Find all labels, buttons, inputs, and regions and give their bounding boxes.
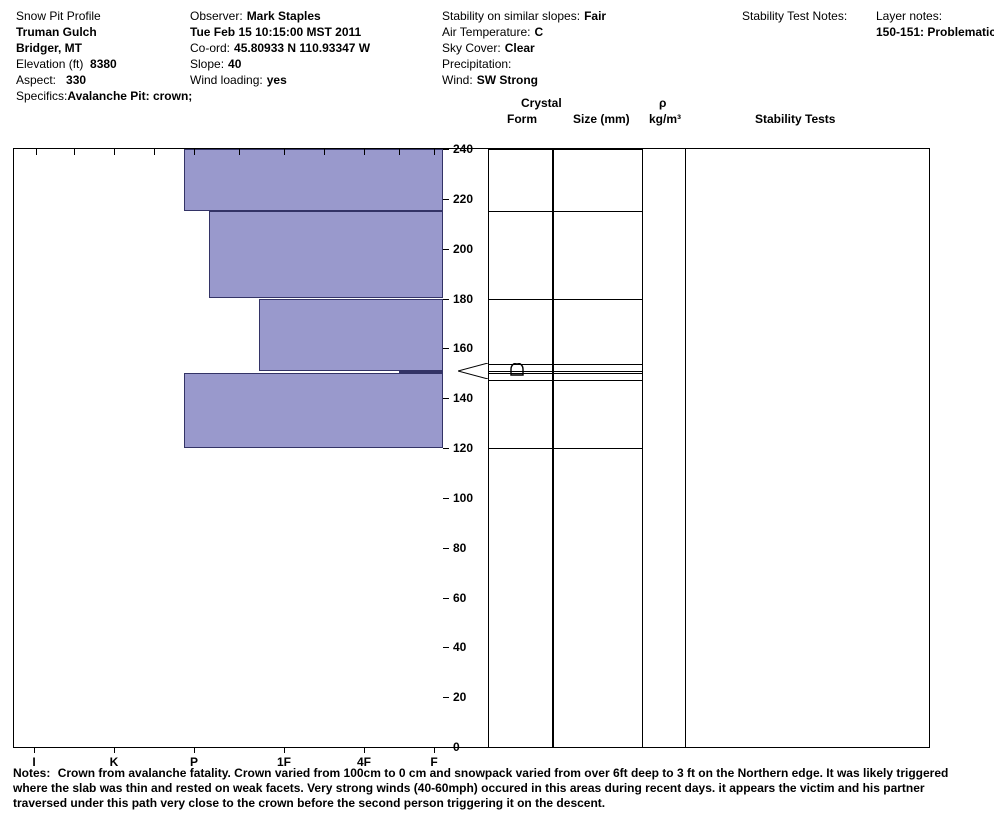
density-header-top: ρ [659, 96, 666, 110]
wind-loading-label: Wind loading: [190, 73, 263, 87]
depth-axis-label: 160 [453, 341, 473, 355]
depth-axis-label: 140 [453, 391, 473, 405]
hardness-bar [259, 299, 443, 371]
depth-axis: 020406080100120140160180200220240 [443, 148, 488, 748]
depth-axis-label: 20 [453, 690, 466, 704]
coord: 45.80933 N 110.93347 W [234, 41, 370, 55]
crystal-form-symbol [509, 363, 527, 379]
header-col-5: Layer notes: 150-151: Problematic Layer [876, 8, 994, 40]
sky-cover-label: Sky Cover: [442, 41, 501, 55]
elevation-label: Elevation (ft) [16, 57, 83, 71]
specifics: Avalanche Pit: crown; [67, 89, 192, 103]
elevation: 8380 [90, 57, 117, 71]
layer-pointer [458, 363, 488, 379]
specifics-label: Specifics: [16, 89, 67, 103]
header-col-1: Snow Pit Profile Truman Gulch Bridger, M… [16, 8, 186, 104]
air-temp-label: Air Temperature: [442, 25, 530, 39]
coord-label: Co-ord: [190, 41, 230, 55]
stability-tests-column [685, 148, 930, 748]
stability: Fair [584, 9, 606, 23]
stab-notes-label: Stability Test Notes: [742, 9, 847, 23]
observer: Mark Staples [247, 9, 321, 23]
depth-axis-label: 0 [453, 740, 460, 754]
snow-profile-chart: Crystal Form Size (mm) ρ kg/m³ Stability… [13, 128, 973, 748]
size-header: Size (mm) [573, 112, 630, 126]
density-column [643, 148, 685, 748]
slope-label: Slope: [190, 57, 224, 71]
density-header: kg/m³ [649, 112, 681, 126]
depth-axis-label: 200 [453, 242, 473, 256]
air-temp: C [534, 25, 543, 39]
notes-section: Notes: Crown from avalanche fatality. Cr… [13, 766, 968, 811]
depth-axis-label: 60 [453, 591, 466, 605]
aspect-label: Aspect: [16, 73, 56, 87]
datetime: Tue Feb 15 10:15:00 MST 2011 [190, 25, 361, 39]
slope: 40 [228, 57, 241, 71]
header: Snow Pit Profile Truman Gulch Bridger, M… [0, 0, 994, 108]
header-col-3: Stability on similar slopes: Fair Air Tem… [442, 8, 702, 88]
depth-axis-label: 100 [453, 491, 473, 505]
depth-axis-label: 40 [453, 640, 466, 654]
wind-label: Wind: [442, 73, 473, 87]
stability-label: Stability on similar slopes: [442, 9, 580, 23]
depth-axis-label: 120 [453, 441, 473, 455]
range: Bridger, MT [16, 41, 82, 55]
layer-notes-label: Layer notes: [876, 9, 942, 23]
notes-text: Crown from avalanche fatality. Crown var… [13, 766, 948, 810]
hardness-bar [184, 373, 443, 448]
location: Truman Gulch [16, 25, 97, 39]
depth-axis-label: 180 [453, 292, 473, 306]
wind-loading: yes [267, 73, 287, 87]
notes-label: Notes: [13, 766, 50, 780]
depth-axis-label: 80 [453, 541, 466, 555]
aspect: 330 [66, 73, 86, 87]
header-col-2: Observer: Mark Staples Tue Feb 15 10:15:0… [190, 8, 450, 88]
hardness-panel: IKP1F4FF [13, 148, 443, 748]
hardness-bar [209, 211, 443, 298]
depth-axis-label: 220 [453, 192, 473, 206]
profile-label: Snow Pit Profile [16, 9, 101, 23]
precip-label: Precipitation: [442, 57, 511, 71]
wind: SW Strong [477, 73, 538, 87]
observer-label: Observer: [190, 9, 243, 23]
stability-header: Stability Tests [755, 112, 835, 126]
depth-axis-label: 240 [453, 142, 473, 156]
layer-notes: 150-151: Problematic Layer [876, 25, 994, 39]
crystal-header-top: Crystal [521, 96, 562, 110]
sky-cover: Clear [505, 41, 535, 55]
crystal-form-column [488, 148, 553, 748]
crystal-header: Form [507, 112, 537, 126]
crystal-size-column [553, 148, 643, 748]
hardness-bar [184, 149, 443, 211]
